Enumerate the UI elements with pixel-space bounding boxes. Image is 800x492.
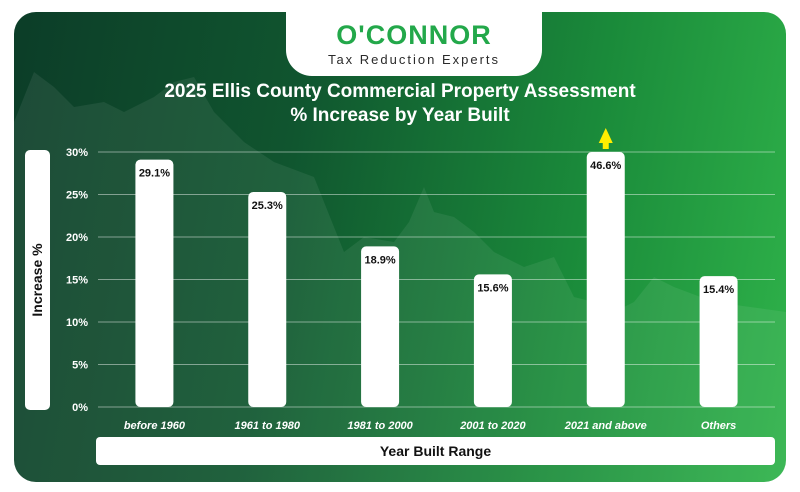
logo-tab: O'CONNOR Tax Reduction Experts xyxy=(286,12,542,76)
y-tick-label: 30% xyxy=(66,147,88,159)
overflow-arrow-icon xyxy=(598,128,613,149)
x-tick-label: 2001 to 2020 xyxy=(459,420,526,432)
data-label: 46.6% xyxy=(590,160,621,172)
x-axis-label: Year Built Range xyxy=(379,443,492,459)
x-tick-label: before 1960 xyxy=(124,420,186,432)
x-tick-label: 1981 to 2000 xyxy=(347,420,413,432)
bar xyxy=(473,274,512,407)
brand-tagline: Tax Reduction Experts xyxy=(327,52,501,67)
y-tick-label: 5% xyxy=(72,360,88,372)
data-label: 15.4% xyxy=(703,284,734,296)
y-tick-label: 10% xyxy=(66,317,88,329)
y-axis-label-box xyxy=(25,150,50,410)
data-label: 25.3% xyxy=(252,200,283,212)
data-label: 15.6% xyxy=(477,282,508,294)
chart-subtitle: % Increase by Year Built xyxy=(290,105,510,126)
data-label: 18.9% xyxy=(364,254,395,266)
bar xyxy=(699,276,738,407)
y-tick-label: 25% xyxy=(66,190,88,202)
x-tick-label: Others xyxy=(701,420,736,432)
bar xyxy=(586,152,625,407)
chart-title: 2025 Ellis County Commercial Property As… xyxy=(164,81,636,102)
x-tick-label: 2021 and above xyxy=(564,420,647,432)
x-tick-label: 1961 to 1980 xyxy=(235,420,301,432)
y-tick-label: 0% xyxy=(72,402,88,414)
bar xyxy=(248,191,287,407)
x-axis-label-box xyxy=(96,437,775,465)
bar xyxy=(361,246,400,407)
y-tick-label: 20% xyxy=(66,232,88,244)
bar xyxy=(135,159,174,407)
brand-logo: O'CONNOR xyxy=(336,20,492,50)
y-tick-label: 15% xyxy=(66,275,88,287)
data-label: 29.1% xyxy=(139,168,170,180)
